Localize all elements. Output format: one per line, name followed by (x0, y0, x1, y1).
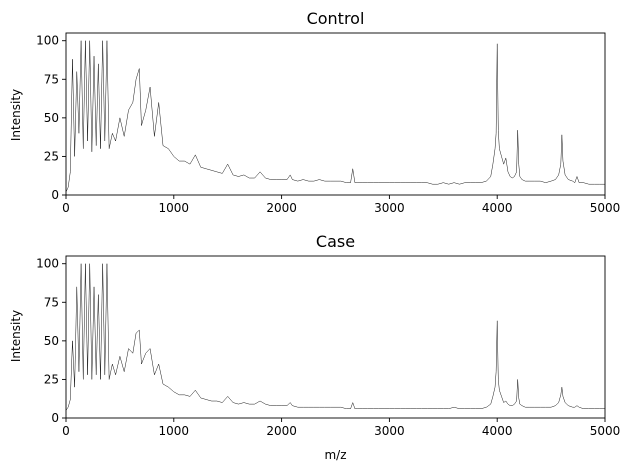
control-plot-area: 0 1000 2000 3000 4000 5000 0 25 50 75 100 (36, 32, 621, 215)
case-plot-area: 0 1000 2000 3000 4000 5000 0 25 50 75 100 (36, 255, 621, 438)
control-x-tick-label: 2000 (266, 201, 297, 215)
case-spectrum-line (65, 263, 605, 411)
case-y-tick-label: 50 (44, 334, 59, 348)
control-x-tick-label: 0 (62, 201, 70, 215)
control-spectrum-line (65, 40, 605, 193)
control-panel: Control Intensity 0 1000 2000 3000 4000 50000… (9, 9, 620, 215)
case-y-tick-label: 100 (36, 257, 59, 271)
control-title: Control (307, 9, 365, 28)
control-y-tick-label: 0 (51, 188, 59, 202)
control-axes-frame (65, 32, 606, 196)
case-x-axis-label: m/z (324, 448, 346, 462)
case-y-axis-label: Intensity (9, 310, 23, 362)
case-x-tick-label: 1000 (159, 424, 190, 438)
case-x-tick-label: 5000 (590, 424, 621, 438)
case-y-tick-label: 0 (51, 411, 59, 425)
case-x-tick-label: 4000 (482, 424, 513, 438)
case-panel: Case Intensity m/z 0 1000 2000 3000 4000 5000… (9, 232, 620, 462)
control-y-tick-label: 50 (44, 111, 59, 125)
control-y-tick-label: 100 (36, 34, 59, 48)
case-title: Case (316, 232, 355, 251)
control-y-tick-label: 25 (44, 149, 59, 163)
case-y-tick-label: 25 (44, 372, 59, 386)
control-y-tick-label: 75 (44, 72, 59, 86)
control-y-axis-label: Intensity (9, 89, 23, 141)
case-axes-frame (65, 255, 606, 419)
control-x-tick-label: 3000 (374, 201, 405, 215)
control-x-tick-label: 4000 (482, 201, 513, 215)
case-x-tick-label: 3000 (374, 424, 405, 438)
control-x-tick-label: 5000 (590, 201, 621, 215)
control-x-tick-label: 1000 (159, 201, 190, 215)
case-y-tick-label: 75 (44, 295, 59, 309)
case-x-tick-label: 2000 (266, 424, 297, 438)
case-x-tick-label: 0 (62, 424, 70, 438)
